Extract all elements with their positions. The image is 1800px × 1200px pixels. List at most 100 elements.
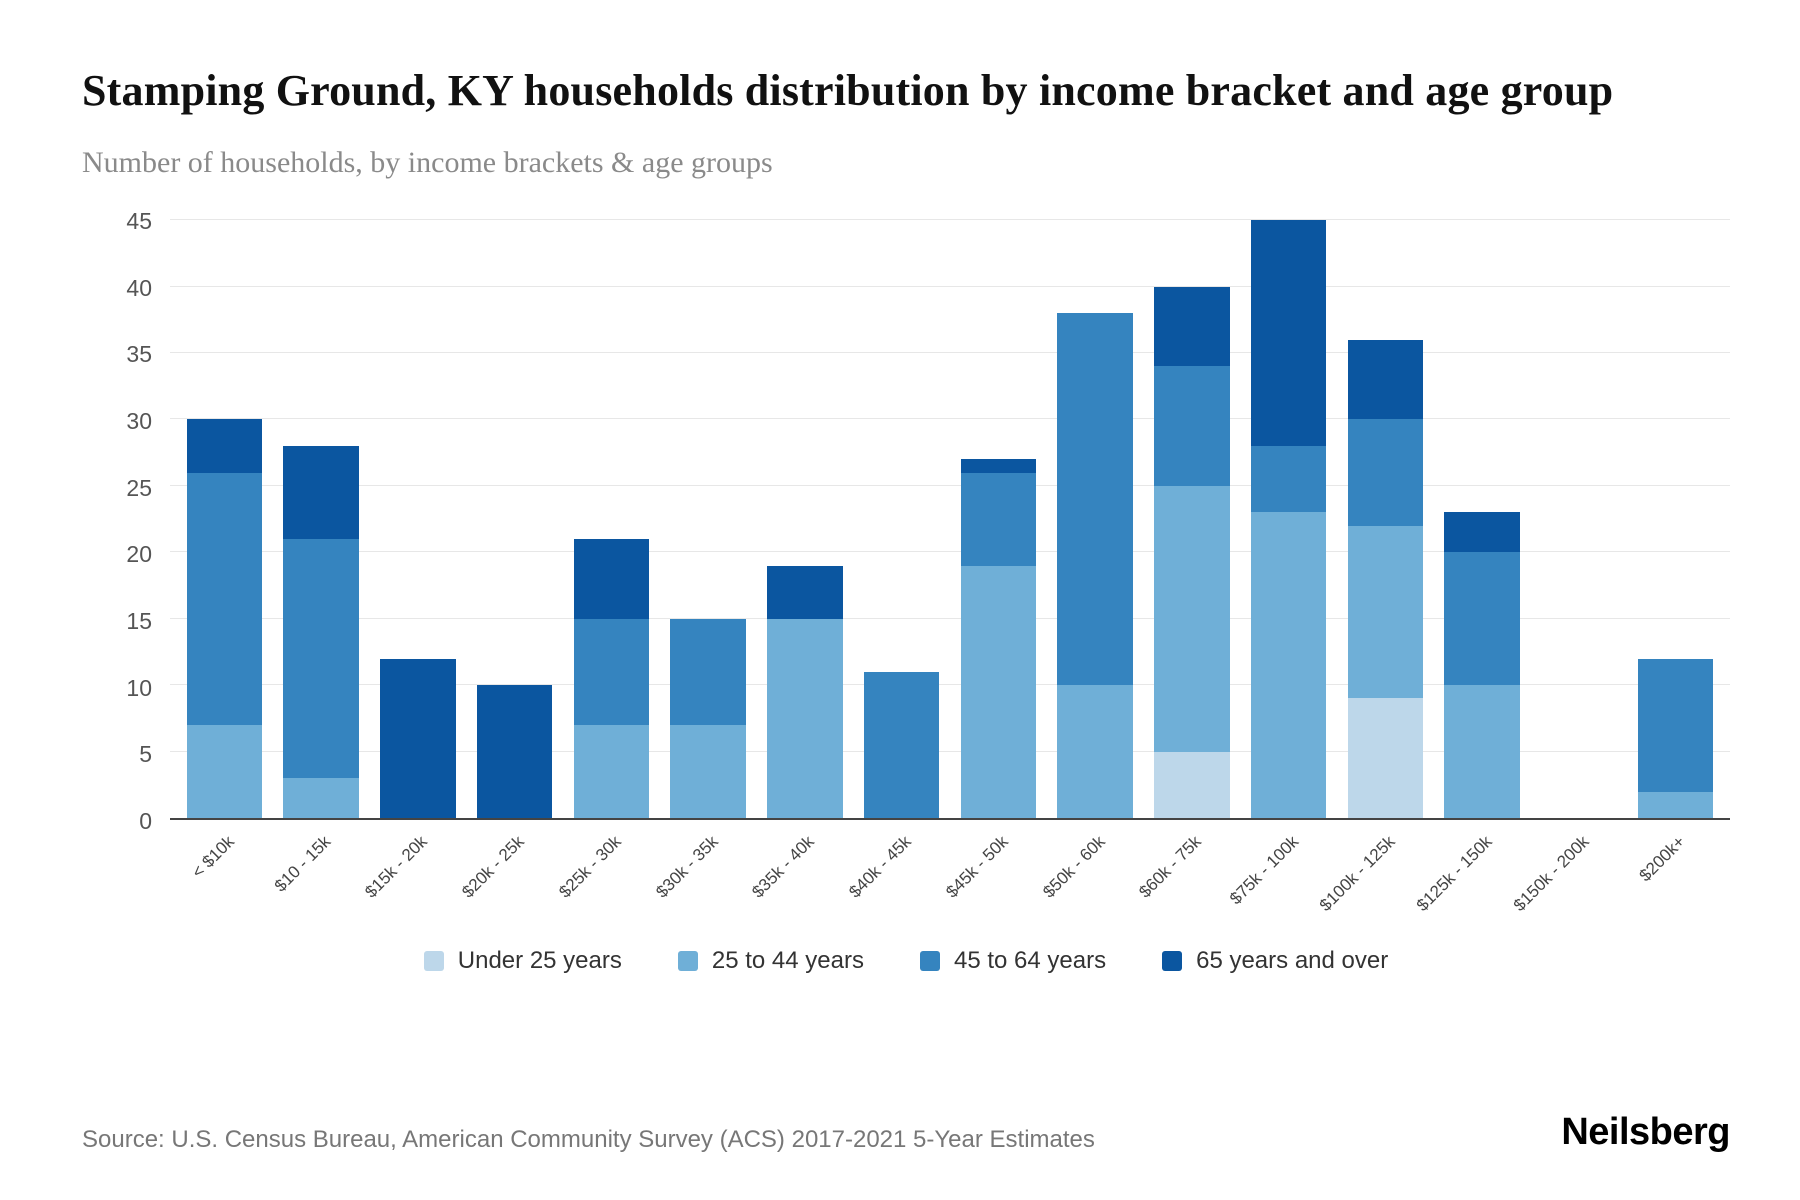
x-label-slot: $15k - 20k <box>362 820 467 945</box>
x-tick-label: $30k - 35k <box>651 832 722 902</box>
x-label-slot: $20k - 25k <box>458 820 563 945</box>
bar-slot <box>1240 220 1337 819</box>
bar-segment <box>1154 286 1230 367</box>
source-text: Source: U.S. Census Bureau, American Com… <box>82 1126 1095 1153</box>
bar-segment <box>1347 525 1424 699</box>
bar-segment <box>767 618 843 819</box>
bar-slot <box>950 220 1047 819</box>
bar-segment <box>1347 698 1424 819</box>
x-label-slot: < $10k <box>176 820 273 945</box>
x-tick-label: $40k - 45k <box>845 832 916 902</box>
bar-slot <box>757 220 854 819</box>
gridline-y-45 <box>170 219 1730 221</box>
x-tick-label: $60k - 75k <box>1135 832 1206 902</box>
x-label-slot: $30k - 35k <box>652 820 757 945</box>
bar-segment <box>186 472 263 726</box>
stacked-bar <box>1250 220 1327 819</box>
x-label-slot: $100k - 125k <box>1316 820 1434 945</box>
gridline-y-35 <box>170 351 1730 353</box>
bar-segment <box>1250 446 1327 513</box>
y-tick-label-30: 30 <box>126 408 152 435</box>
bar-segment <box>1250 220 1327 446</box>
bar-segment <box>283 778 359 819</box>
bar-slot <box>176 220 273 819</box>
x-label-slot: $40k - 45k <box>845 820 950 945</box>
stacked-bar <box>863 220 940 819</box>
page-title: Stamping Ground, KY households distribut… <box>82 66 1614 115</box>
bar-segment <box>1347 339 1424 420</box>
x-tick-label: $35k - 40k <box>748 832 819 902</box>
bar-segment <box>960 565 1037 819</box>
bar-slot <box>273 220 370 819</box>
gridline-y-40 <box>170 285 1730 287</box>
bar-segment <box>1444 685 1520 819</box>
stacked-bar <box>283 220 359 819</box>
stacked-bar <box>1347 220 1424 819</box>
x-label-slot: $60k - 75k <box>1136 820 1241 945</box>
bar-slot <box>1531 220 1628 818</box>
x-tick-label: $200k+ <box>1635 832 1690 886</box>
bar-segment <box>186 419 263 473</box>
y-tick-label-45: 45 <box>126 208 152 235</box>
stacked-bar <box>670 220 746 819</box>
bar-slot <box>563 220 660 819</box>
bar-segment <box>1154 485 1230 752</box>
bar-segment <box>1444 552 1520 686</box>
y-tick-label-10: 10 <box>126 674 152 701</box>
bar-segment <box>476 685 553 819</box>
legend-item: 25 to 44 years <box>677 947 864 975</box>
legend-item: Under 25 years <box>423 947 622 975</box>
x-label-slot: $10 - 15k <box>271 820 370 945</box>
stacked-bar <box>1444 220 1520 819</box>
legend-label: 25 to 44 years <box>711 947 864 975</box>
x-label-slot: $125k - 150k <box>1413 820 1531 945</box>
bar-segment <box>1154 751 1230 819</box>
stacked-bar-chart: < $10k $10 - 15k $15k - 20k $20k - 25k $25k … <box>82 208 1730 975</box>
bar-segment <box>767 565 843 619</box>
x-label-slot: $35k - 40k <box>749 820 854 945</box>
stacked-bar <box>573 220 650 819</box>
bar-slot <box>1434 220 1531 819</box>
bar-slot <box>853 220 950 819</box>
gridline-y-30 <box>170 418 1730 420</box>
y-tick-label-35: 35 <box>126 341 152 368</box>
bar-slot <box>1144 220 1241 819</box>
bar-segment <box>573 539 650 619</box>
y-tick-label-5: 5 <box>139 741 152 768</box>
bar-slot <box>1337 220 1434 819</box>
bar-segment <box>1444 512 1520 553</box>
page-subtitle: Number of households, by income brackets… <box>82 146 773 180</box>
bar-segment <box>1057 313 1133 686</box>
y-tick-label-40: 40 <box>126 274 152 301</box>
x-label-slot: $150k - 200k <box>1509 820 1628 945</box>
stacked-bar <box>1154 220 1230 819</box>
x-tick-label: $45k - 50k <box>942 832 1012 902</box>
bar-segment <box>960 459 1037 473</box>
x-label-slot: $200k+ <box>1627 820 1724 945</box>
bar-segment <box>186 725 263 819</box>
gridline-y-15 <box>170 617 1730 619</box>
bar-segment <box>863 671 940 819</box>
stacked-bar <box>960 220 1037 819</box>
legend-item: 65 years and over <box>1162 947 1388 975</box>
y-tick-label-0: 0 <box>139 808 152 835</box>
legend-swatch <box>919 951 940 972</box>
x-label-slot: $25k - 30k <box>555 820 660 945</box>
bar-segment <box>283 446 359 540</box>
bar-segment <box>960 472 1037 566</box>
bar-segment <box>1347 419 1424 526</box>
bar-slot <box>660 220 757 819</box>
legend-label: 45 to 64 years <box>953 947 1107 975</box>
chart-legend: Under 25 years 25 to 44 years 45 to 64 yea… <box>82 947 1730 975</box>
bar-segment <box>1154 366 1230 486</box>
bar-segment <box>380 658 456 819</box>
stacked-bar <box>476 220 553 819</box>
y-tick-label-20: 20 <box>126 541 152 568</box>
stacked-bar <box>1637 220 1714 819</box>
x-label-slot: $75k - 100k <box>1226 820 1337 945</box>
bar-slot <box>370 220 467 819</box>
bar-slot <box>466 220 563 819</box>
stacked-bar <box>767 220 843 819</box>
y-tick-label-25: 25 <box>126 474 152 501</box>
